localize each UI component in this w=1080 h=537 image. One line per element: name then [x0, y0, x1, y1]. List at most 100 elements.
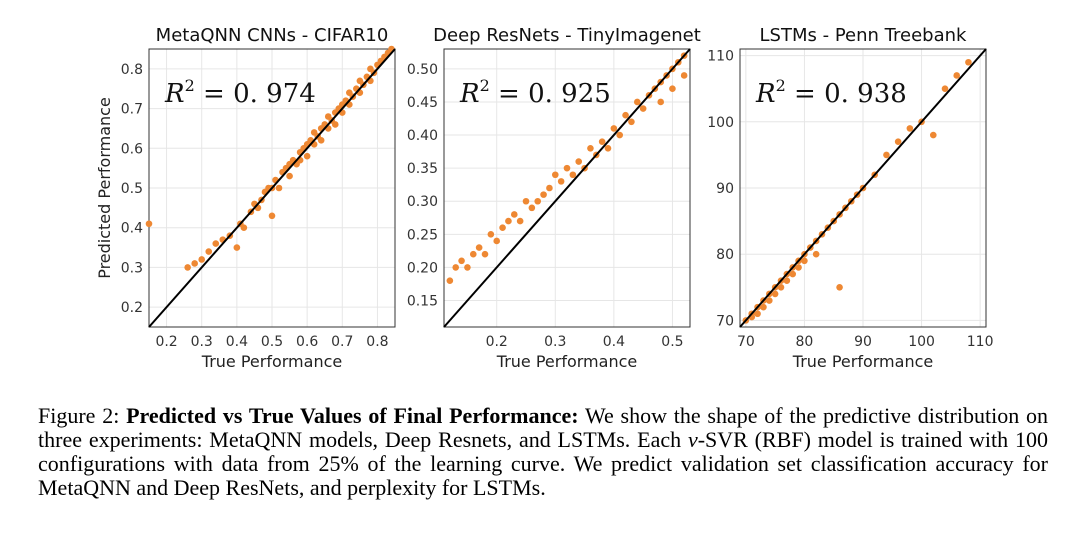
data-point [487, 231, 495, 238]
data-point [198, 256, 206, 263]
data-point [464, 264, 471, 271]
data-point [240, 224, 248, 232]
y-tick-label: 100 [707, 115, 734, 131]
y-tick-label: 0.3 [121, 260, 143, 276]
data-point [777, 283, 785, 291]
data-point [317, 137, 325, 144]
data-point [836, 283, 843, 291]
data-point [795, 264, 802, 271]
y-tick-label: 0.35 [407, 161, 438, 177]
y-tick-label: 0.15 [407, 294, 438, 310]
x-axis-label: True Performance [201, 352, 342, 371]
y-tick-label: 0.7 [121, 102, 143, 118]
caption-text-2: -SVR (RBF) model is trained with 100 con… [38, 427, 1049, 500]
y-tick-label: 0.50 [407, 62, 438, 78]
x-tick-label: 110 [967, 334, 994, 350]
data-point [575, 158, 583, 165]
caption-lead: Figure 2: [38, 403, 127, 428]
data-point [883, 151, 890, 159]
data-point [616, 131, 624, 139]
data-point [191, 260, 198, 267]
data-point [528, 204, 536, 212]
r2-annotation: R2 = 0. 938 [755, 76, 907, 109]
data-point [458, 257, 465, 265]
identity-line [739, 48, 987, 328]
figure-caption: Figure 2: Predicted vs True Values of Fi… [38, 404, 1048, 500]
x-tick-label: 0.4 [226, 334, 248, 350]
data-point [205, 248, 213, 255]
data-point [331, 121, 339, 128]
x-tick-label: 0.5 [661, 334, 683, 350]
x-axis-label: True Performance [496, 352, 637, 371]
data-point [286, 172, 293, 180]
chart-title: Deep ResNets - TinyImagenet [433, 25, 701, 46]
identity-line [443, 48, 691, 328]
y-tick-label: 0.30 [407, 194, 438, 210]
data-point [212, 240, 220, 247]
data-point [551, 171, 559, 179]
x-tick-label: 90 [854, 334, 872, 350]
data-point [622, 111, 629, 119]
plot-frame [443, 48, 691, 328]
x-tick-label: 0.8 [366, 334, 388, 350]
chart-3: 70 80 90 100 110 70 80 90 100 110 LSTMs - Penn Tre… [707, 25, 993, 371]
data-point [906, 125, 914, 132]
data-point [569, 171, 577, 179]
data-point [929, 131, 937, 139]
y-tick-label: 0.8 [121, 62, 143, 78]
data-point [598, 138, 606, 145]
data-point [953, 72, 961, 79]
y-tick-label: 0.20 [407, 260, 438, 276]
data-point [783, 277, 791, 284]
y-tick-label: 0.4 [121, 221, 143, 237]
identity-line [148, 48, 396, 328]
data-point [789, 270, 797, 278]
chart-title: LSTMs - Penn Treebank [760, 25, 967, 46]
data-point [557, 178, 565, 185]
data-point [522, 197, 530, 205]
y-tick-label: 70 [716, 313, 734, 329]
data-point [540, 191, 547, 198]
data-point [145, 220, 153, 228]
data-point [754, 310, 761, 318]
data-point [812, 250, 820, 258]
y-tick-label: 90 [716, 181, 734, 197]
chart-1: 0.2 0.3 0.4 0.5 0.6 0.7 0.8 0.2 0.3 0.4 0.5 0.6 0.7 0… [121, 25, 396, 371]
data-point [801, 257, 808, 265]
data-point [771, 290, 779, 298]
plot-frame [148, 48, 396, 328]
data-point [760, 303, 767, 311]
data-point [965, 58, 972, 66]
caption-nu-symbol: ν [687, 427, 698, 452]
data-point [639, 105, 647, 112]
x-tick-label: 0.3 [191, 334, 213, 350]
data-point [303, 152, 311, 160]
data-point [680, 72, 688, 79]
data-point [628, 118, 635, 126]
data-point [275, 184, 283, 192]
y-tick-label: 0.2 [121, 300, 143, 316]
data-point [510, 211, 518, 218]
y-tick-label: 80 [716, 247, 734, 263]
y-tick-label: 0.40 [407, 128, 438, 144]
x-tick-label: 0.5 [261, 334, 283, 350]
data-point [587, 144, 594, 152]
x-tick-label: 0.2 [155, 334, 177, 350]
y-tick-label: 0.25 [407, 227, 438, 243]
x-tick-label: 0.6 [296, 334, 318, 350]
y-tick-label: 0.5 [121, 181, 143, 197]
chart-title: MetaQNN CNNs - CIFAR10 [156, 25, 389, 46]
data-point [546, 184, 553, 192]
x-axis-label: True Performance [792, 352, 933, 371]
caption-text-1: We show the shape of the predictive dist… [38, 403, 1048, 452]
x-tick-label: 70 [737, 334, 755, 350]
x-tick-label: 0.7 [331, 334, 353, 350]
data-point [657, 98, 665, 106]
x-tick-label: 0.2 [486, 334, 508, 350]
data-point [469, 250, 477, 258]
data-point [894, 138, 902, 145]
r2-annotation: R2 = 0. 974 [164, 76, 316, 109]
data-point [516, 217, 524, 225]
figure: 0.2 0.3 0.4 0.5 0.6 0.7 0.8 0.2 0.3 0.4 0.5 0.6 0.7 0… [95, 25, 994, 371]
chart-2: 0.2 0.3 0.4 0.5 0.15 0.20 0.25 0.30 0.35 0.40 0.45… [407, 25, 701, 371]
